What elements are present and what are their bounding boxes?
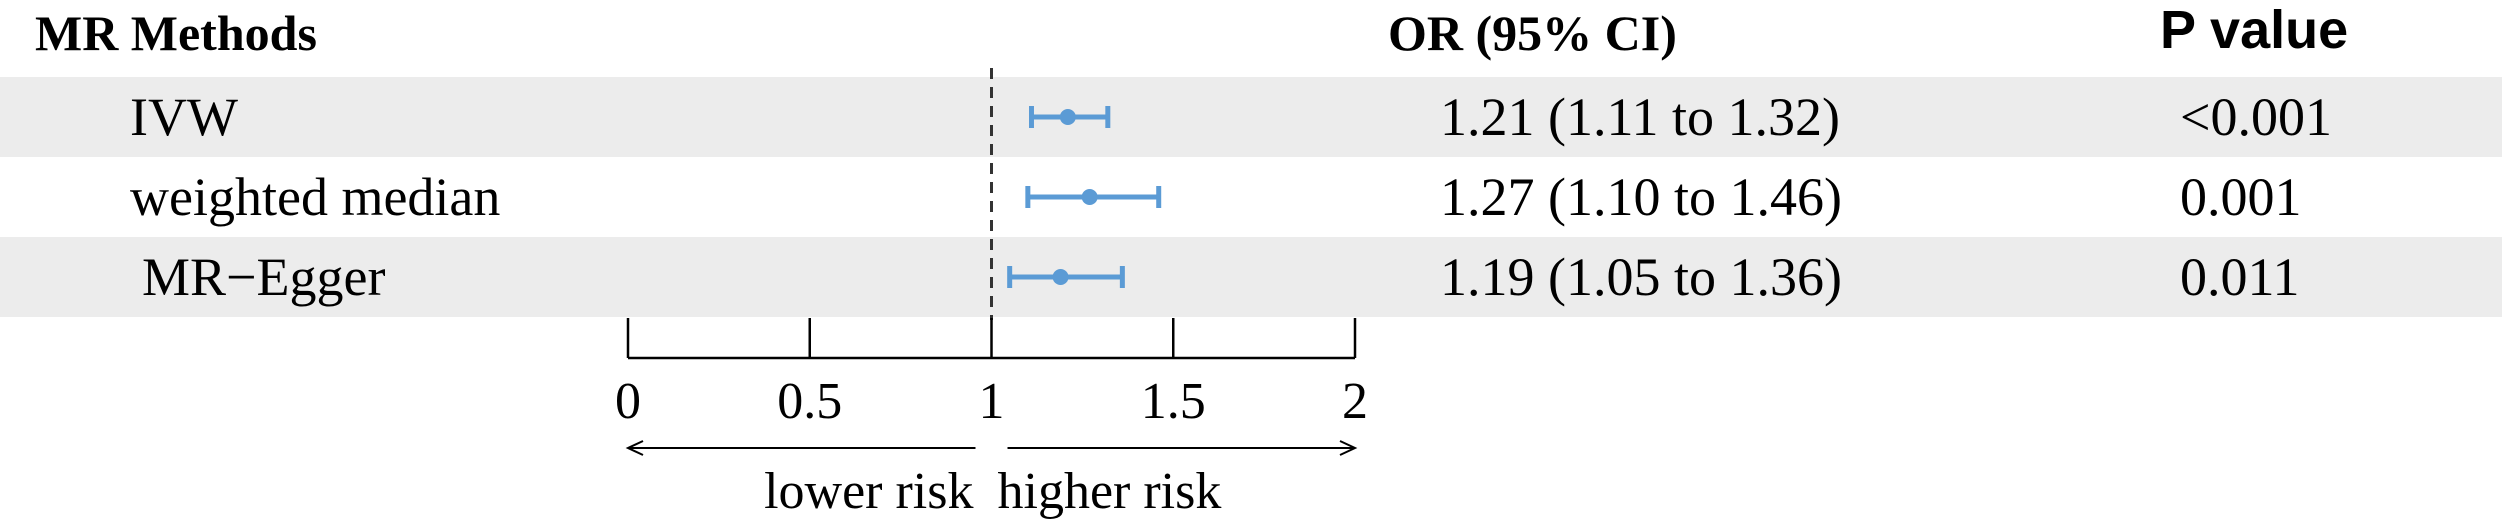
forest-rows: IVW 1.21 (1.11 to 1.32) <0.001 weighted med… xyxy=(130,87,2332,307)
lower-risk-label: lower risk xyxy=(764,463,973,520)
left-arrow-icon xyxy=(625,440,644,456)
method-label: weighted median xyxy=(130,167,500,227)
row-stripe xyxy=(0,237,2502,317)
or-ci-value: 1.21 (1.11 to 1.32) xyxy=(1440,87,1840,147)
p-value-column-header: P value xyxy=(2160,0,2348,60)
x-tick-label: 1.5 xyxy=(1141,373,1206,430)
or-column-header: OR (95% CI) xyxy=(1388,5,1677,61)
right-arrow-icon xyxy=(1339,440,1358,456)
higher-risk-label: higher risk xyxy=(998,463,1222,520)
p-value: 0.011 xyxy=(2180,247,2300,307)
x-tick-label: 1 xyxy=(979,373,1005,430)
x-tick-label: 0.5 xyxy=(777,373,842,430)
point-estimate xyxy=(1059,109,1076,125)
p-value: <0.001 xyxy=(2180,87,2332,147)
method-label: IVW xyxy=(130,87,238,147)
method-label: MR−Egger xyxy=(142,247,385,307)
row-stripe xyxy=(0,77,2502,157)
point-estimate xyxy=(1081,189,1098,205)
or-ci-value: 1.27 (1.10 to 1.46) xyxy=(1440,167,1842,227)
or-ci-value: 1.19 (1.05 to 1.36) xyxy=(1440,247,1842,307)
p-value: 0.001 xyxy=(2180,167,2302,227)
point-estimate xyxy=(1052,269,1069,285)
row-stripes xyxy=(0,77,2502,317)
x-tick-label: 0 xyxy=(615,373,641,430)
x-axis: 0 0.5 1 1.5 2 lower risk higher risk xyxy=(615,318,1368,520)
method-column-header: MR Methods xyxy=(35,5,317,61)
x-tick-label: 2 xyxy=(1342,373,1368,430)
